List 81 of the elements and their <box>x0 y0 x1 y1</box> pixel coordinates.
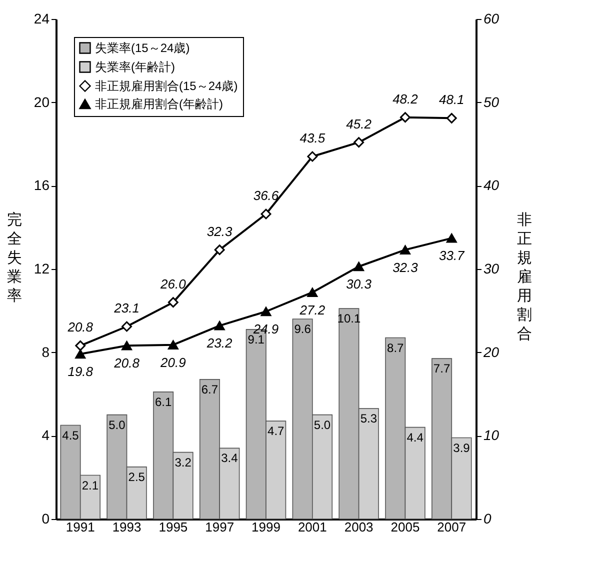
data-label: 6.7 <box>201 382 218 396</box>
data-label: 20.8 <box>113 356 140 371</box>
data-label: 2.5 <box>128 470 146 484</box>
point <box>214 244 225 256</box>
y-tick-label: 12 <box>34 260 50 276</box>
point <box>168 297 178 308</box>
data-label: 33.7 <box>438 248 466 264</box>
data-label: 4.5 <box>62 428 80 442</box>
legend-label: 非正規雇用割合(15～24歳) <box>95 79 238 93</box>
data-label: 8.7 <box>387 340 404 355</box>
data-label: 48.1 <box>438 92 464 108</box>
point <box>75 340 86 351</box>
point <box>307 288 318 297</box>
data-label: 4.4 <box>406 430 424 444</box>
x-tick-label: 2007 <box>437 520 466 534</box>
y-tick-label: 8 <box>42 344 50 360</box>
data-label: 20.9 <box>160 354 186 370</box>
data-label: 19.8 <box>68 364 94 379</box>
x-tick-label: 2001 <box>298 520 327 534</box>
data-label: 6.1 <box>154 394 172 409</box>
data-label: 45.2 <box>346 116 372 132</box>
point <box>400 112 410 123</box>
data-label: 43.5 <box>300 130 326 146</box>
point <box>307 151 318 162</box>
data-label: 20.8 <box>66 320 94 335</box>
data-label: 5.3 <box>360 412 378 426</box>
y2-tick-label: 0 <box>484 510 492 526</box>
data-label: 3.4 <box>221 451 238 466</box>
data-label: 3.2 <box>174 455 192 470</box>
y2-axis-title: 非正規雇用割合 <box>517 212 532 342</box>
data-label: 23.1 <box>113 300 140 316</box>
x-tick-label: 2003 <box>344 520 374 534</box>
data-label: 2.1 <box>82 478 99 492</box>
data-label: 32.3 <box>206 224 234 239</box>
legend-label: 非正規雇用割合(年齢計) <box>95 97 223 111</box>
y2-tick-label: 30 <box>484 260 500 276</box>
x-tick-label: 1991 <box>66 520 95 534</box>
data-label: 23.2 <box>206 336 234 351</box>
point <box>400 245 410 254</box>
point <box>446 112 457 124</box>
point <box>260 306 272 316</box>
y2-tick-label: 10 <box>484 427 500 444</box>
y-tick-label: 16 <box>34 177 50 194</box>
legend-label: 失業率(年齢計) <box>95 60 175 74</box>
point <box>354 137 364 148</box>
data-label: 32.3 <box>392 260 419 275</box>
data-label: 3.9 <box>453 440 470 455</box>
y-axis-title: 完全失業率 <box>7 212 22 304</box>
y-tick-label: 20 <box>34 94 50 110</box>
y2-tick-label: 50 <box>484 94 500 110</box>
point <box>214 321 225 330</box>
data-label: 10.1 <box>337 312 361 326</box>
point <box>122 321 132 332</box>
point <box>122 341 132 350</box>
data-label: 4.7 <box>268 424 285 438</box>
data-label: 27.2 <box>298 302 326 318</box>
point <box>260 208 272 220</box>
data-label: 5.0 <box>108 418 126 432</box>
x-tick-label: 1997 <box>205 520 234 534</box>
data-label: 26.0 <box>160 276 187 292</box>
y-tick-label: 4 <box>42 427 50 444</box>
x-tick-label: 1993 <box>112 520 142 534</box>
legend-label: 失業率(15～24歳) <box>95 41 190 55</box>
y2-tick-label: 60 <box>484 10 500 26</box>
data-label: 48.2 <box>392 91 419 106</box>
y-tick-label: 24 <box>34 10 50 26</box>
point <box>354 262 364 272</box>
data-label: 9.6 <box>294 322 312 336</box>
data-label: 36.6 <box>253 188 280 203</box>
y2-tick-label: 20 <box>482 344 500 360</box>
data-label: 5.0 <box>314 418 331 432</box>
x-tick-label: 2005 <box>390 520 420 534</box>
point <box>75 349 86 359</box>
point <box>446 234 457 243</box>
data-label: 7.7 <box>433 362 450 376</box>
point <box>168 340 178 350</box>
data-label: 30.3 <box>346 276 372 292</box>
x-tick-label: 1999 <box>252 520 280 534</box>
y2-tick-label: 40 <box>484 177 500 194</box>
y-tick-label: 0 <box>42 510 50 526</box>
x-tick-label: 1995 <box>158 520 188 534</box>
